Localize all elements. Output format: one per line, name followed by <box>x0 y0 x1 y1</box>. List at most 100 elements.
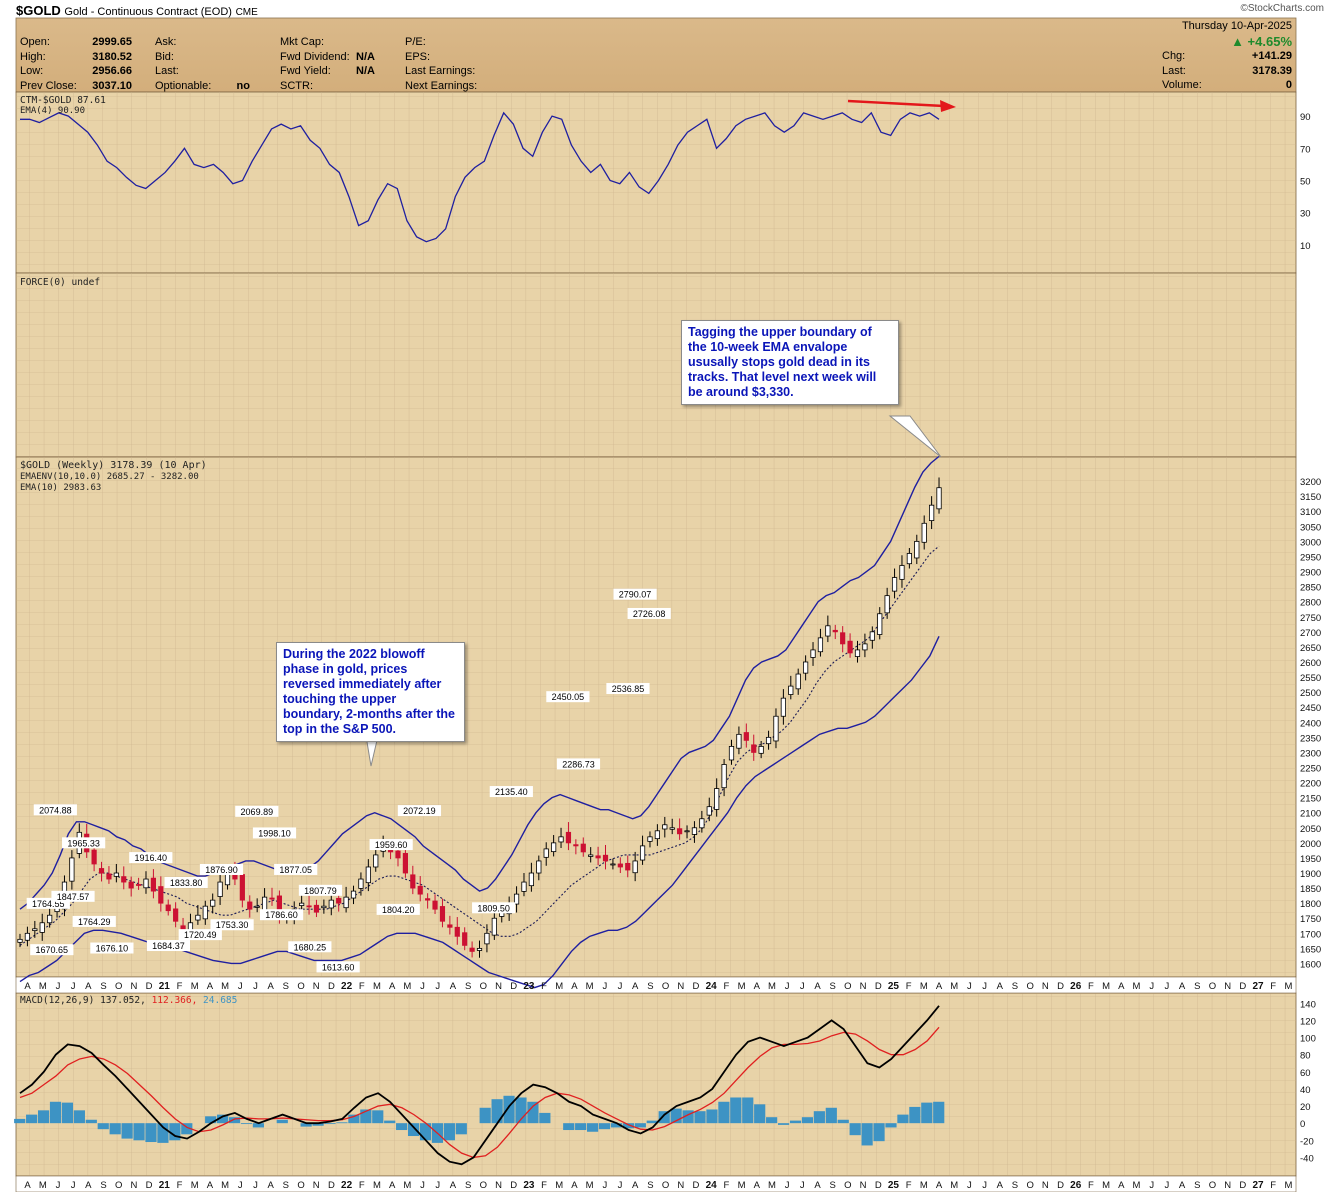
x-tick-label: A <box>936 1180 943 1191</box>
candle-body <box>39 922 45 933</box>
histogram-bar <box>443 1123 455 1141</box>
price-y-tick: 3200 <box>1300 477 1321 488</box>
candle-body <box>854 649 861 657</box>
histogram-bar <box>682 1110 694 1124</box>
x-tick-label: O <box>662 1180 669 1191</box>
x-tick-label: A <box>24 981 31 992</box>
x-tick-label: F <box>723 981 729 992</box>
x-tick-label: M <box>373 981 381 992</box>
candle-body <box>706 806 712 816</box>
x-tick-label: D <box>693 981 700 992</box>
ema10-line <box>19 545 940 946</box>
value-label-box <box>472 902 516 914</box>
candle-body <box>595 855 601 859</box>
price-y-tick: 1900 <box>1300 869 1321 880</box>
x-tick-label: F <box>906 981 912 992</box>
x-tick-label: 25 <box>888 1180 900 1191</box>
x-tick-label: D <box>146 981 153 992</box>
x-tick-label: N <box>130 981 137 992</box>
x-tick-label: M <box>1284 981 1292 992</box>
value-label: 1965.33 <box>67 838 100 848</box>
x-tick-label: N <box>1042 1180 1049 1191</box>
x-tick-label: A <box>814 981 821 992</box>
x-tick-label: F <box>1270 1180 1276 1191</box>
candle-body <box>580 843 586 853</box>
ctm-y-tick: 70 <box>1300 144 1311 155</box>
red-downtrend-arrow <box>847 99 956 112</box>
histogram-bar <box>670 1108 682 1124</box>
candle-body <box>269 897 275 900</box>
value-label-box <box>376 903 420 915</box>
x-tick-label: J <box>1149 981 1154 992</box>
value-label: 2074.88 <box>39 805 72 815</box>
x-tick-label: S <box>647 1180 653 1191</box>
price-y-tick: 2400 <box>1300 718 1321 729</box>
candle-body <box>321 905 327 909</box>
ctm-y-tick: 10 <box>1300 241 1311 252</box>
price-y-tick: 3050 <box>1300 522 1321 533</box>
panel-grid-force <box>16 273 1296 457</box>
candle-body <box>521 881 527 892</box>
value-label-box <box>556 758 601 770</box>
candle-body <box>350 890 357 899</box>
change-pct: ▲ +4.65% <box>1231 34 1292 49</box>
quote-label: Bid: <box>155 50 174 63</box>
candle-body <box>299 902 305 906</box>
histogram-bar <box>587 1123 599 1132</box>
candle-body <box>135 884 142 886</box>
x-tick-label: O <box>1209 1180 1216 1191</box>
candle-body <box>869 631 875 641</box>
candle-body <box>914 540 920 559</box>
x-tick-label: A <box>450 981 457 992</box>
x-tick-label: S <box>647 981 653 992</box>
callout-2022: During the 2022 blowoff phase in gold, p… <box>276 642 465 742</box>
x-tick-label: A <box>389 1180 396 1191</box>
candle-body <box>476 947 483 951</box>
candle-body <box>736 733 742 749</box>
x-tick-label: O <box>1209 981 1216 992</box>
value-label-box <box>26 897 70 909</box>
value-label-box <box>235 805 279 817</box>
quote-row: Low: 2956.66 <box>20 64 132 79</box>
histogram-bar <box>121 1123 133 1139</box>
quote-row: Open: 2999.65 <box>20 35 132 50</box>
x-tick-label: F <box>906 1180 912 1191</box>
x-tick-label: A <box>754 981 761 992</box>
candle-body <box>617 863 623 868</box>
value-label: 2286.73 <box>562 759 595 769</box>
x-tick-label: M <box>1102 1180 1110 1191</box>
quote-label: Open: <box>20 36 50 48</box>
value-label: 1764.55 <box>32 899 65 909</box>
value-label-box <box>30 944 74 956</box>
histogram-bar <box>145 1123 157 1143</box>
price-y-tick: 2050 <box>1300 824 1321 835</box>
quote-row: Last Earnings: <box>405 64 525 79</box>
ctm-legend-2: EMA(4) 90.90 <box>20 106 85 116</box>
histogram-bar <box>276 1119 288 1124</box>
x-tick-label: M <box>1133 1180 1141 1191</box>
quote-label: Prev Close: <box>20 79 77 92</box>
macd-y-tick: 0 <box>1300 1119 1305 1130</box>
x-tick-label: 21 <box>159 1180 171 1191</box>
candle-body <box>239 874 245 901</box>
candle-body <box>158 886 164 904</box>
x-tick-label: N <box>495 981 502 992</box>
value-label-box <box>90 942 134 954</box>
candle-body <box>862 643 868 651</box>
x-tick-label: 27 <box>1252 981 1264 992</box>
histogram-bar <box>205 1116 217 1124</box>
value-label-box <box>489 786 533 798</box>
value-label: 2726.08 <box>633 609 666 619</box>
candle-body <box>217 881 223 897</box>
value-label-box <box>546 691 590 703</box>
x-tick-label: D <box>328 981 335 992</box>
candle-body <box>647 836 653 842</box>
x-tick-label: D <box>1239 1180 1246 1191</box>
histogram-bar <box>634 1123 646 1128</box>
candle-body <box>121 876 127 883</box>
histogram-bar <box>61 1102 74 1124</box>
x-tick-label: M <box>191 981 199 992</box>
value-label: 1680.25 <box>294 942 327 952</box>
x-tick-label: D <box>146 1180 153 1191</box>
